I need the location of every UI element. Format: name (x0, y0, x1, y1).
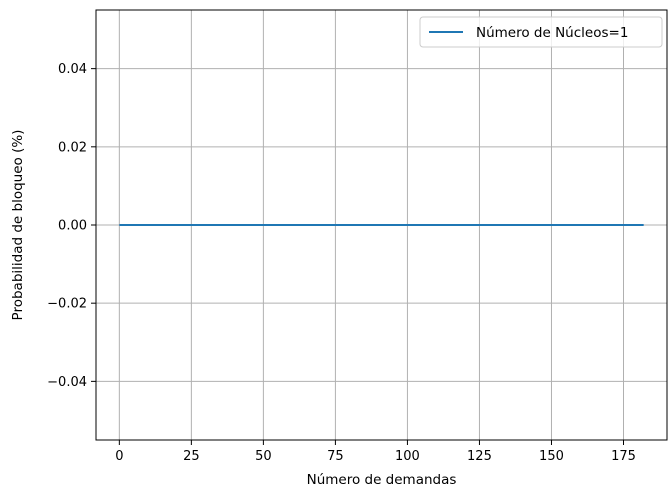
y-axis-title: Probabilidad de bloqueo (%) (10, 130, 26, 321)
y-tick-label: 0.04 (58, 62, 87, 77)
legend-label: Número de Núcleos=1 (476, 25, 628, 41)
x-tick-label: 25 (183, 449, 200, 464)
x-axis-title: Número de demandas (307, 472, 457, 488)
y-axis-ticks: −0.04 −0.02 0.00 0.02 0.04 (47, 62, 96, 390)
x-tick-label: 100 (395, 449, 420, 464)
x-tick-label: 75 (327, 449, 344, 464)
y-tick-label: −0.04 (47, 375, 87, 390)
x-tick-label: 0 (115, 449, 123, 464)
y-tick-label: 0.02 (58, 140, 87, 155)
legend: Número de Núcleos=1 (419, 16, 663, 48)
y-tick-label: 0.00 (58, 219, 87, 234)
x-tick-label: 175 (611, 449, 636, 464)
x-tick-label: 150 (539, 449, 564, 464)
x-tick-label: 50 (255, 449, 272, 464)
y-tick-label: −0.02 (47, 297, 87, 312)
x-axis-ticks: 0 25 50 75 100 125 150 175 (115, 440, 636, 464)
legend-box (419, 16, 663, 48)
x-tick-label: 125 (467, 449, 492, 464)
